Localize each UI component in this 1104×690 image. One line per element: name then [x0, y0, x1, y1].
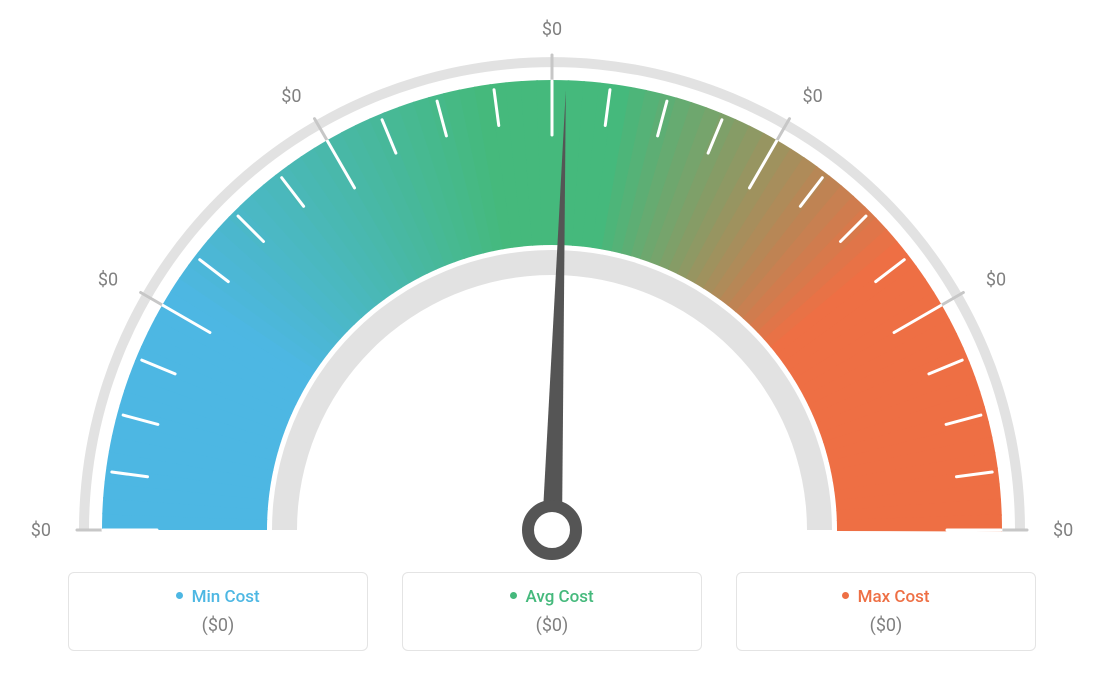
svg-text:$0: $0	[803, 86, 823, 107]
gauge-chart: $0 $0 $0 $0 $0 $0 $0	[0, 0, 1104, 560]
dot-icon	[176, 592, 183, 599]
legend-row: Min Cost ($0) Avg Cost ($0) Max Cost ($0…	[0, 572, 1104, 651]
dot-icon	[842, 592, 849, 599]
svg-text:$0: $0	[986, 270, 1006, 291]
legend-label: Max Cost	[858, 587, 930, 607]
gauge-svg: $0 $0 $0 $0 $0 $0 $0	[0, 0, 1104, 560]
legend-card-min: Min Cost ($0)	[68, 572, 368, 651]
legend-value: ($0)	[403, 615, 701, 636]
svg-text:$0: $0	[281, 86, 301, 107]
legend-card-avg: Avg Cost ($0)	[402, 572, 702, 651]
legend-title-min: Min Cost	[69, 587, 367, 607]
svg-text:$0: $0	[1053, 520, 1073, 541]
svg-text:$0: $0	[98, 270, 118, 291]
dot-icon	[510, 592, 517, 599]
legend-title-avg: Avg Cost	[403, 587, 701, 607]
legend-card-max: Max Cost ($0)	[736, 572, 1036, 651]
legend-label: Min Cost	[192, 587, 260, 607]
legend-value: ($0)	[737, 615, 1035, 636]
legend-label: Avg Cost	[526, 587, 594, 607]
svg-text:$0: $0	[31, 520, 51, 541]
legend-title-max: Max Cost	[737, 587, 1035, 607]
svg-text:$0: $0	[542, 19, 562, 40]
legend-value: ($0)	[69, 615, 367, 636]
gauge-cost-widget: $0 $0 $0 $0 $0 $0 $0 Min Cost ($0) Avg Cost ($…	[0, 0, 1104, 690]
